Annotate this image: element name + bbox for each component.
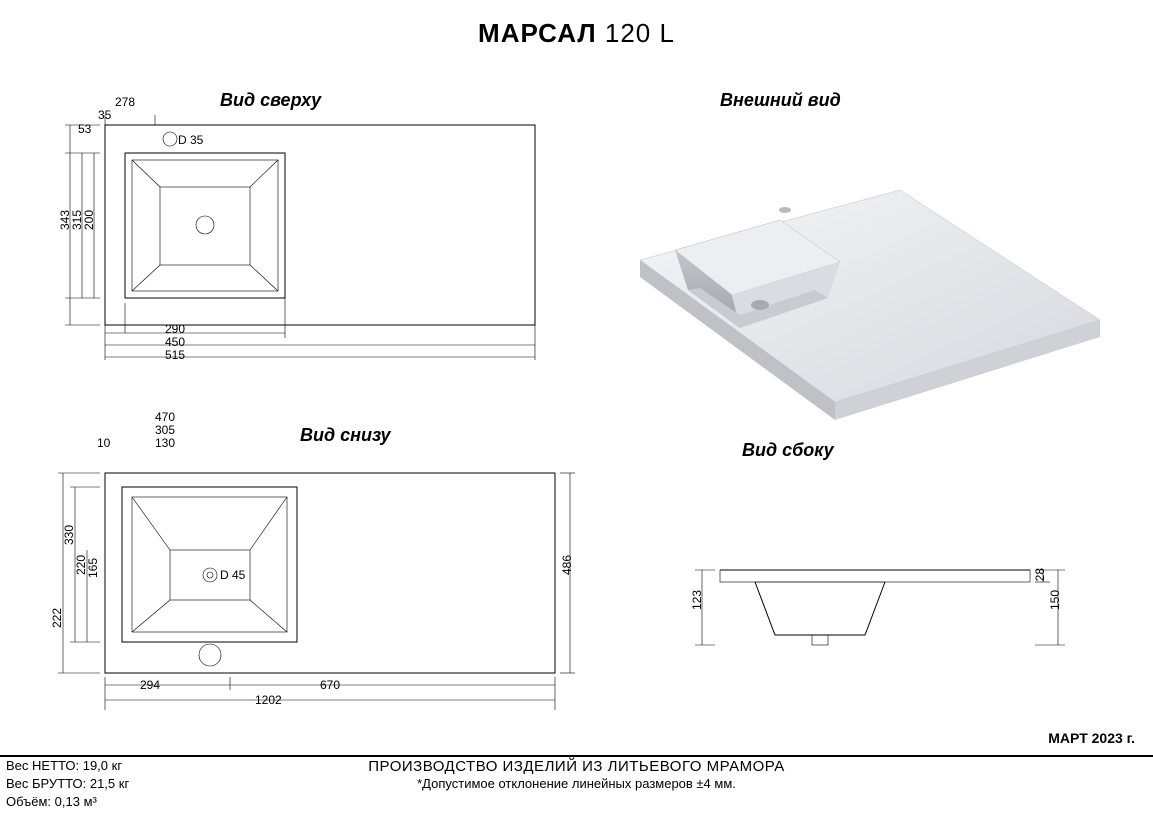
title-rest: 120 L	[597, 18, 675, 48]
side-view-drawing	[660, 540, 1080, 670]
dim-bot-330: 330	[62, 525, 76, 545]
footer-row-3: Объём: 0,13 м³	[0, 793, 1153, 810]
bottom-view-drawing	[50, 455, 580, 715]
dim-bot-470: 470	[155, 410, 175, 424]
dim-bot-d45: D 45	[220, 568, 245, 582]
perspective-render	[610, 140, 1110, 430]
company-line: ПРОИЗВОДСТВО ИЗДЕЛИЙ ИЗ ЛИТЬЕВОГО МРАМОР…	[0, 758, 1153, 775]
footer-row-2: Вес БРУТТО: 21,5 кг *Допустимое отклонен…	[0, 775, 1153, 792]
dim-bot-1202: 1202	[255, 693, 282, 707]
dim-top-200: 200	[82, 210, 96, 230]
label-side-view: Вид сбоку	[742, 440, 834, 461]
dim-top-53: 53	[78, 122, 91, 136]
title-bold: МАРСАЛ	[478, 18, 597, 48]
dim-bot-10: 10	[97, 436, 110, 450]
dim-top-278: 278	[115, 95, 135, 109]
dim-bot-294: 294	[140, 678, 160, 692]
dim-bot-222: 222	[50, 608, 64, 628]
tolerance-line: *Допустимое отклонение линейных размеров…	[0, 776, 1153, 791]
dim-bot-130: 130	[155, 436, 175, 450]
page-title: МАРСАЛ 120 L	[0, 18, 1153, 49]
dim-side-123: 123	[690, 590, 704, 610]
dim-bot-486: 486	[560, 555, 574, 575]
volume-value: 0,13 м³	[55, 794, 97, 809]
label-top-view: Вид сверху	[220, 90, 321, 111]
label-bottom-view: Вид снизу	[300, 425, 391, 446]
date-stamp: МАРТ 2023 г.	[1048, 730, 1135, 746]
dim-top-d35: D 35	[178, 133, 203, 147]
label-perspective: Внешний вид	[720, 90, 841, 111]
dim-bot-670: 670	[320, 678, 340, 692]
volume-label: Объём:	[6, 794, 51, 809]
dim-side-28: 28	[1033, 568, 1047, 581]
dim-bot-305: 305	[155, 423, 175, 437]
dim-top-515: 515	[165, 348, 185, 362]
dim-top-290: 290	[165, 322, 185, 336]
dim-top-450: 450	[165, 335, 185, 349]
footer-row-1: Вес НЕТТО: 19,0 кг ПРОИЗВОДСТВО ИЗДЕЛИЙ …	[0, 756, 1153, 774]
dim-side-150: 150	[1048, 590, 1062, 610]
top-view-drawing	[50, 115, 560, 365]
footer-divider	[0, 755, 1153, 756]
dim-bot-165: 165	[86, 558, 100, 578]
dim-top-35: 35	[98, 108, 111, 122]
